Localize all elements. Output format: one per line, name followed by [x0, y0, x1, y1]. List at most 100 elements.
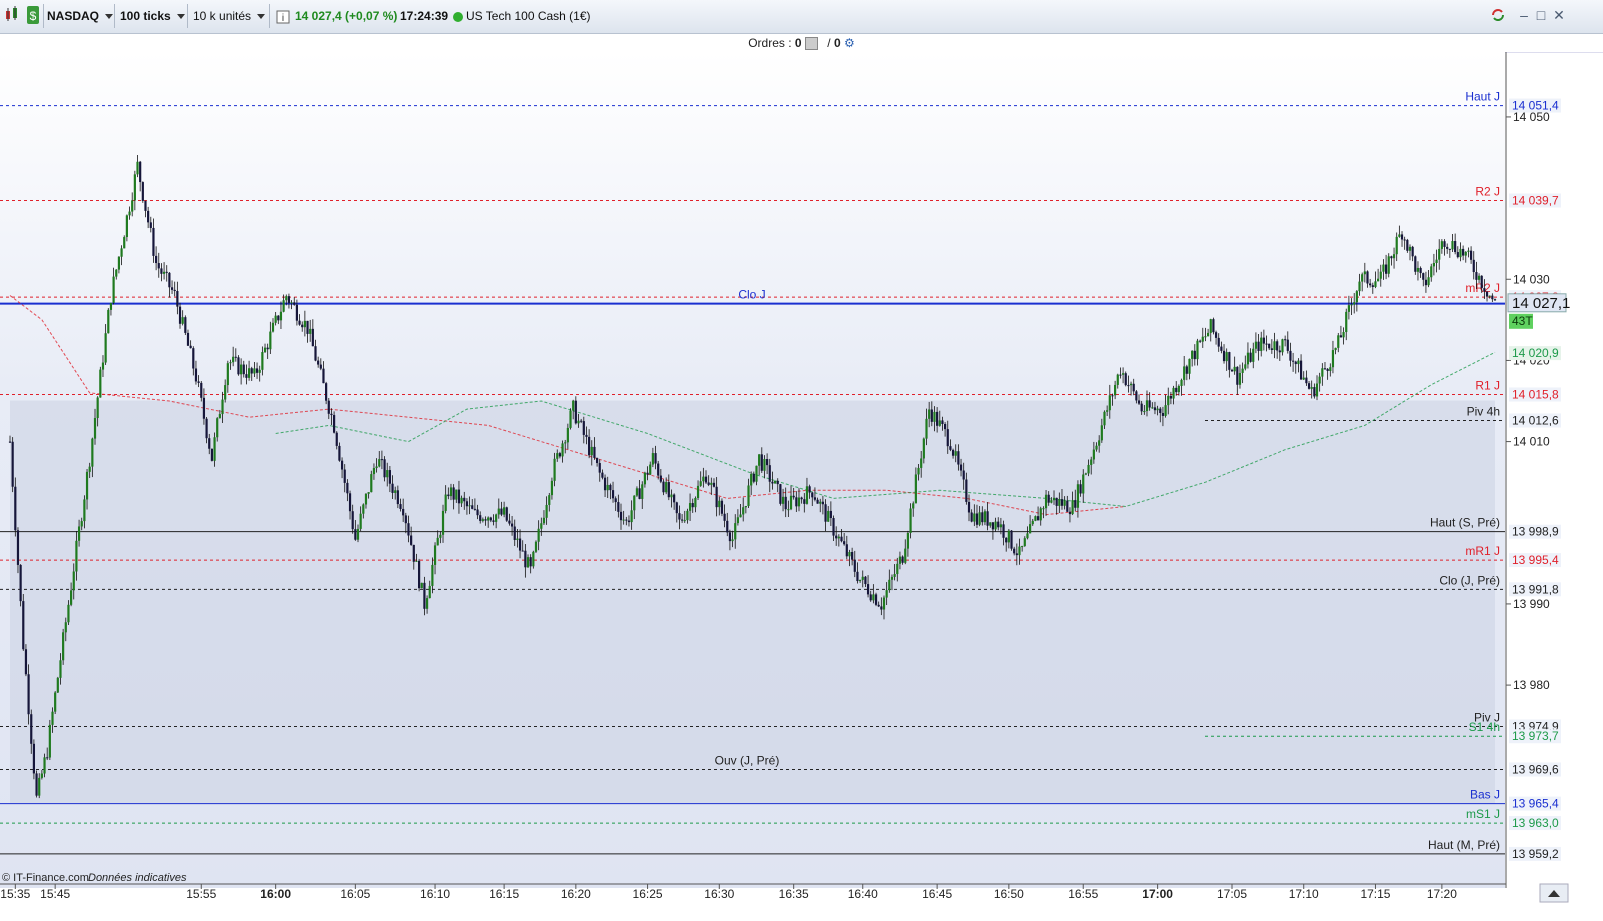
candle-body — [930, 409, 933, 422]
candle-body — [157, 263, 160, 269]
candle-body — [1371, 285, 1374, 287]
candle-body — [1339, 335, 1343, 338]
candle-body — [1310, 387, 1313, 389]
maximize-icon[interactable]: □ — [1536, 7, 1546, 23]
price-chart[interactable]: Haut J R2 J mR2 J Clo J R1 J Piv 4h Haut (S, P… — [0, 52, 1603, 921]
candle-body — [1345, 311, 1348, 333]
ticks-select[interactable]: 100 ticks — [120, 5, 185, 27]
candle-body — [1464, 251, 1467, 256]
candle-body — [497, 508, 500, 515]
candle-body — [104, 333, 107, 363]
candle-body — [263, 347, 267, 353]
candle-body — [1377, 278, 1380, 282]
candle-body — [898, 556, 902, 564]
candle-body — [851, 552, 854, 560]
candle-body — [728, 532, 732, 542]
market-select[interactable]: NASDAQ — [47, 5, 114, 27]
candle-body — [819, 501, 822, 504]
candle-body — [835, 535, 838, 539]
candle-body — [1214, 332, 1218, 338]
candle-body — [431, 564, 434, 586]
units-select[interactable]: 10 k unités — [193, 5, 266, 27]
candle-body — [928, 409, 931, 419]
candle-body — [1145, 400, 1149, 412]
candle-body — [1435, 259, 1438, 264]
candle-body — [72, 571, 75, 591]
candle-body — [189, 345, 192, 349]
candle-body — [1369, 283, 1372, 286]
minimize-icon[interactable]: – — [1520, 7, 1528, 23]
candle-body — [298, 320, 301, 325]
candle-body — [1039, 508, 1042, 521]
chart-type-icon[interactable] — [4, 5, 20, 27]
level-value-label: 13 991,8 — [1512, 582, 1559, 596]
candle-body — [752, 473, 755, 482]
candle-body — [362, 504, 365, 514]
candle-body — [1374, 281, 1377, 287]
candle-body — [155, 255, 158, 264]
level-value-label: 13 959,2 — [1512, 847, 1559, 861]
level-name: S1 4h — [1469, 720, 1500, 734]
candle-body — [125, 215, 128, 238]
candle-body — [428, 585, 431, 599]
candle-body — [120, 248, 123, 257]
level-value-label: 13 973,7 — [1512, 729, 1559, 743]
candle-body — [556, 453, 559, 459]
candle-body — [1480, 275, 1483, 289]
dollar-icon[interactable]: $ — [26, 5, 40, 27]
candle-body — [734, 523, 737, 540]
candle-body — [402, 508, 405, 516]
candle-body — [1270, 348, 1273, 350]
scroll-right-icon[interactable] — [1539, 883, 1569, 903]
candle-body — [686, 510, 689, 521]
candle-body — [678, 513, 681, 520]
candle-body — [811, 492, 814, 498]
candle-body — [112, 276, 115, 303]
candle-body — [832, 518, 835, 536]
candle-body — [1358, 281, 1361, 292]
candle-body — [1238, 372, 1242, 385]
candle-body — [452, 487, 455, 500]
x-tick-label: 15:45 — [40, 887, 70, 901]
gear-icon[interactable]: ⚙ — [844, 36, 855, 50]
candle-body — [654, 453, 657, 464]
candle-body — [1076, 484, 1080, 508]
candle-body — [133, 174, 136, 201]
refresh-icon[interactable] — [1490, 7, 1506, 23]
candle-body — [601, 472, 604, 478]
candle-body — [311, 328, 314, 347]
candle-body — [43, 757, 46, 774]
candle-body — [704, 476, 708, 483]
orders-list-icon[interactable] — [804, 37, 818, 51]
info-icon[interactable]: i — [276, 5, 290, 27]
candle-body — [824, 504, 827, 522]
candle-body — [933, 411, 936, 422]
candle-body — [1438, 248, 1441, 260]
candle-body — [433, 545, 437, 565]
candle-body — [795, 497, 798, 507]
candle-body — [1382, 264, 1385, 272]
candle-body — [144, 200, 147, 211]
candle-body — [542, 517, 546, 524]
candle-body — [503, 507, 506, 515]
x-tick-label: 16:15 — [489, 887, 519, 901]
candle-body — [1132, 383, 1135, 392]
candle-body — [19, 564, 22, 602]
candle-body — [141, 182, 144, 201]
level-value-label: 13 965,4 — [1512, 797, 1559, 811]
candle-body — [622, 519, 625, 521]
candle-body — [266, 347, 269, 350]
candle-body — [367, 492, 370, 494]
candle-body — [1289, 350, 1292, 361]
candle-body — [1491, 295, 1494, 300]
candle-body — [827, 510, 830, 522]
candle-body — [1121, 373, 1125, 375]
candle-body — [101, 362, 105, 370]
candle-body — [330, 413, 333, 416]
candle-body — [619, 511, 623, 521]
candle-body — [736, 517, 739, 524]
tick-count-label: 43T — [1512, 314, 1533, 328]
x-tick-label: 15:55 — [186, 887, 216, 901]
close-icon[interactable]: ✕ — [1553, 7, 1565, 23]
candle-body — [638, 488, 641, 499]
